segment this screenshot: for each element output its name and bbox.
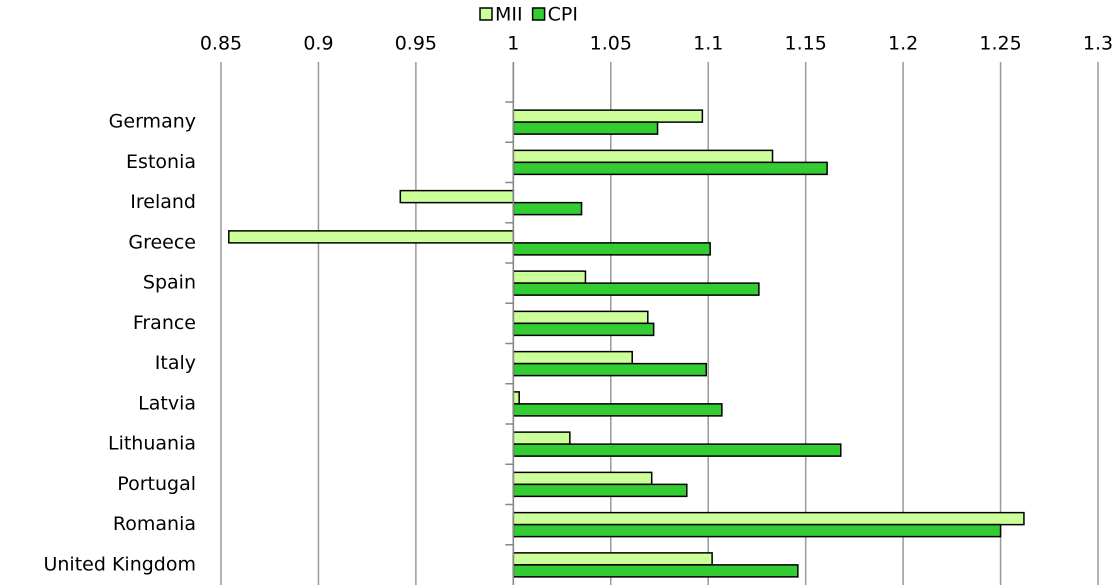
y-tick-label: Greece — [128, 231, 196, 253]
y-tick-label: Lithuania — [108, 433, 196, 455]
x-tick-label: 0.85 — [200, 33, 242, 55]
y-tick-label: United Kingdom — [43, 553, 196, 575]
bar — [512, 350, 633, 365]
bar — [512, 242, 711, 256]
y-tick-label: Germany — [109, 111, 196, 133]
bar — [512, 270, 587, 284]
bar — [399, 189, 515, 204]
x-tick-label: 1.1 — [693, 33, 723, 55]
bar — [228, 230, 515, 244]
x-tick-label: 1.25 — [979, 33, 1021, 55]
x-tick-label: 1 — [507, 33, 519, 55]
legend-label: CPI — [548, 4, 578, 26]
y-tick-label: Spain — [143, 272, 196, 294]
legend-label: MII — [495, 4, 523, 26]
bar — [512, 431, 571, 445]
bar — [512, 443, 842, 457]
x-tick-label: 1.2 — [888, 33, 918, 55]
bar — [512, 109, 704, 123]
bar — [512, 121, 659, 135]
legend-swatch — [531, 7, 546, 21]
bar — [512, 149, 774, 164]
bar — [512, 511, 1025, 526]
bar — [512, 471, 653, 486]
bar — [512, 310, 649, 325]
x-tick-label: 1.05 — [590, 33, 632, 55]
bar — [512, 201, 583, 216]
x-tick-label: 0.9 — [303, 33, 333, 55]
y-tick-label: Romania — [113, 513, 196, 535]
bar — [512, 483, 688, 498]
bar — [512, 362, 708, 377]
bar — [512, 564, 799, 578]
y-tick-label: Estonia — [126, 151, 196, 173]
x-tick-label: 1.15 — [785, 33, 827, 55]
y-tick-label: Portugal — [117, 473, 196, 495]
bar — [512, 161, 828, 176]
legend-swatch — [479, 7, 493, 21]
bar — [512, 282, 760, 296]
y-tick-label: Ireland — [130, 191, 196, 213]
bar — [512, 391, 520, 405]
bar — [512, 322, 655, 337]
bar — [512, 403, 723, 417]
bar — [512, 552, 713, 566]
y-tick-label: Latvia — [138, 392, 196, 414]
bar — [512, 523, 1002, 538]
y-tick-label: France — [133, 312, 196, 334]
y-tick-label: Italy — [155, 352, 196, 374]
x-tick-label: 1.3 — [1083, 33, 1113, 55]
x-tick-label: 0.95 — [395, 33, 437, 55]
